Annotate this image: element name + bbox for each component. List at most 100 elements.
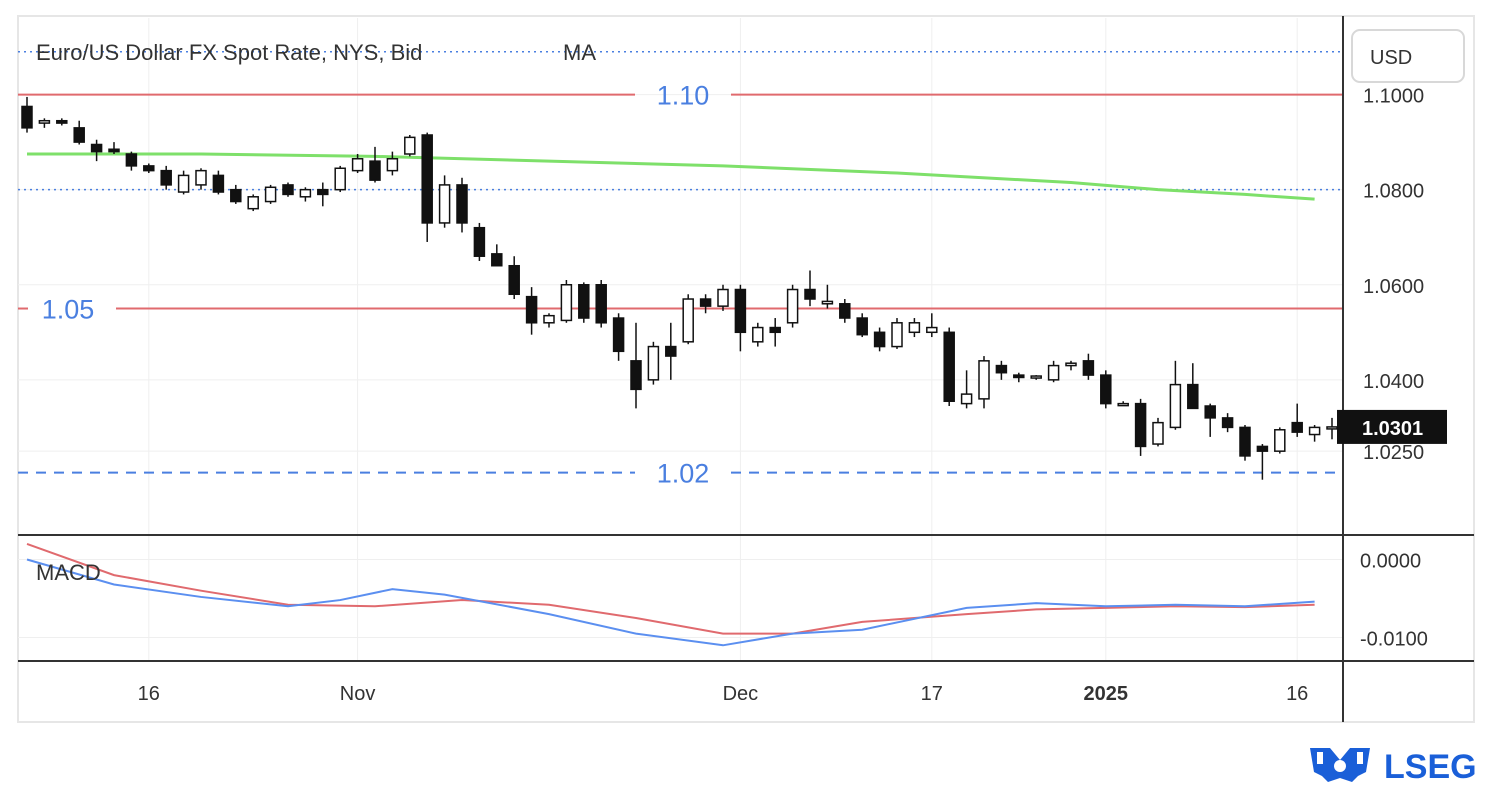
candle-body-down — [108, 148, 120, 153]
candle — [578, 282, 590, 323]
candle — [908, 318, 921, 338]
candle — [647, 341, 660, 385]
candle — [160, 165, 172, 190]
candle — [404, 134, 416, 157]
candle — [317, 182, 329, 207]
candle-body-up — [752, 326, 764, 343]
candle — [560, 280, 573, 323]
candle — [1256, 444, 1269, 480]
candle-body-up — [264, 186, 277, 203]
time-tick-label: 2025 — [1084, 683, 1129, 705]
candle — [1274, 427, 1286, 454]
lseg-logo: LSEG — [1310, 748, 1477, 786]
price-axis: 1.1000 1.0800 1.0600 1.0400 1.0250 — [1363, 86, 1424, 465]
candle-body-up — [926, 326, 938, 334]
candle-body-up — [960, 393, 973, 405]
level-label: 1.05 — [42, 295, 95, 325]
candle-body-up — [299, 188, 312, 198]
candle — [1204, 403, 1216, 437]
candle — [995, 360, 1008, 380]
time-axis: 16 Nov Dec 17 2025 16 — [138, 683, 1309, 705]
candle-body-up — [351, 158, 364, 172]
macd-tick-label: -0.0100 — [1360, 629, 1428, 651]
macd-panel: MACD 0.0000 -0.0100 — [18, 542, 1428, 651]
candle-body-down — [143, 165, 155, 172]
candle-body-up — [786, 288, 799, 324]
candle-body-up — [717, 288, 729, 307]
level-label: 1.10 — [657, 81, 710, 111]
candle-body-down — [804, 288, 816, 300]
level-label: 1.02 — [657, 459, 710, 489]
candle-body-up — [1152, 421, 1164, 445]
candle-body-down — [369, 160, 381, 181]
chart-title: Euro/US Dollar FX Spot Rate, NYS, Bid — [36, 40, 422, 65]
candle-body-up — [38, 119, 51, 124]
candle — [525, 287, 538, 335]
candle-body-down — [282, 184, 294, 196]
candle — [839, 299, 851, 323]
candle — [386, 151, 399, 176]
candle — [1100, 370, 1112, 409]
candle — [630, 322, 642, 409]
candle — [195, 168, 207, 190]
currency-badge[interactable] — [1351, 29, 1465, 83]
candle-body-up — [647, 345, 660, 381]
candle-body-up — [543, 314, 555, 324]
candle-body-down — [1291, 421, 1303, 433]
candle — [1134, 398, 1147, 456]
candle-body-down — [578, 284, 590, 319]
candle-body-up — [247, 196, 259, 210]
last-price-tag: 1.0301 — [1337, 409, 1447, 444]
candle — [1169, 360, 1182, 430]
candle — [804, 270, 816, 307]
candle — [143, 163, 155, 174]
candle — [90, 139, 103, 162]
candle — [978, 356, 990, 409]
candle — [21, 96, 33, 133]
candle — [73, 120, 85, 145]
time-tick-label: Nov — [340, 683, 376, 705]
candle-body-up — [978, 360, 990, 400]
price-tick-label: 1.0600 — [1363, 276, 1424, 298]
macd-tick-label: 0.0000 — [1360, 551, 1421, 573]
candle — [943, 327, 955, 406]
indicator-label: MA — [563, 40, 596, 65]
price-tick-label: 1.0800 — [1363, 181, 1424, 203]
candle-body-down — [1239, 426, 1251, 457]
candle — [473, 222, 486, 261]
candle — [230, 184, 242, 204]
candle — [334, 165, 346, 193]
moving-average — [27, 152, 1315, 201]
candle-body-up — [821, 300, 834, 305]
time-tick-label: 16 — [138, 683, 160, 705]
candle — [1239, 425, 1251, 461]
candle — [177, 170, 190, 195]
candle — [612, 313, 625, 361]
currency-label: USD — [1370, 47, 1412, 69]
candle — [1047, 360, 1060, 383]
candle — [873, 327, 886, 352]
candle-body-up — [1117, 402, 1129, 407]
candle — [699, 294, 712, 314]
candle-body-up — [1326, 426, 1338, 430]
candle-body-up — [891, 322, 903, 348]
candle-body-up — [1047, 364, 1060, 381]
candle-body-up — [682, 298, 694, 343]
currency-selector[interactable]: USD — [1351, 29, 1465, 83]
price-tick-label: 1.1000 — [1363, 86, 1424, 108]
candle — [595, 280, 607, 328]
candle-body-up — [1065, 362, 1077, 367]
level-lines: 1.10 1.05 1.02 — [18, 51, 1343, 489]
candle-body-down — [90, 143, 103, 153]
candle — [212, 170, 225, 195]
candle — [108, 142, 120, 154]
candle — [543, 313, 555, 328]
candle — [282, 182, 294, 197]
candle-body-down — [212, 174, 225, 193]
candle — [717, 284, 729, 311]
candle-body-down — [491, 253, 503, 267]
candle — [856, 313, 868, 338]
candle — [1082, 353, 1095, 380]
candle-body-down — [665, 345, 677, 357]
candle — [1013, 372, 1025, 383]
